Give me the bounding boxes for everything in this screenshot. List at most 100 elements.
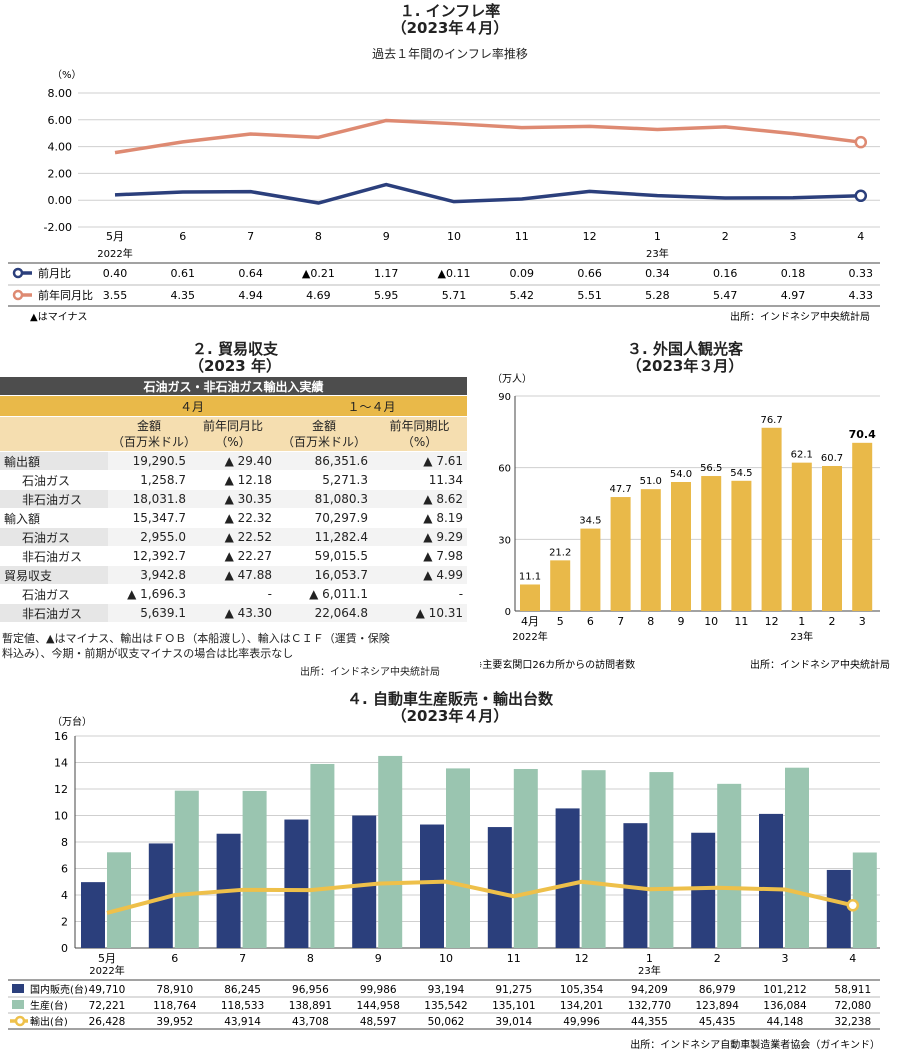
minus-note: ▲はマイナス: [30, 311, 88, 323]
table-cell: ▲ 30.35: [190, 489, 276, 509]
table-cell: 3,942.8: [108, 565, 190, 585]
table-cell: 19,290.5: [108, 451, 190, 471]
data-label: 0.18: [781, 267, 806, 280]
data-label: 0.40: [103, 267, 128, 280]
bar-production: [717, 783, 742, 948]
table-cell: 12,392.7: [108, 546, 190, 566]
year-label: 23年: [790, 630, 813, 643]
data-label: 0.64: [238, 267, 263, 280]
x-tick-label: 7: [247, 230, 254, 243]
data-label: 62.1: [791, 450, 813, 461]
bar: [640, 489, 661, 611]
data-label: 0.34: [645, 267, 670, 280]
x-tick-label: 4月: [521, 615, 539, 628]
bar-domestic: [81, 882, 105, 948]
x-tick-label: 3: [782, 952, 789, 965]
bar-production: [446, 768, 470, 948]
table-cell: ▲ 47.88: [190, 565, 276, 585]
trade-period-april: ４月: [108, 395, 276, 417]
data-label: 96,956: [292, 984, 329, 996]
end-marker: [854, 135, 868, 149]
col-amount-april: 金額 （百万米ドル）: [108, 416, 196, 452]
bar-domestic: [759, 813, 783, 948]
data-label: 21.2: [549, 547, 571, 558]
table-cell: 1,258.7: [108, 470, 190, 490]
table-row: 石油ガス ▲ 1,696.3- ▲ 6,011.1-: [0, 584, 468, 604]
data-label: 43,914: [224, 1016, 261, 1028]
row-label: 石油ガス: [0, 470, 108, 490]
bar-production: [581, 770, 606, 948]
table-row: 非石油ガス 5,639.1 ▲ 43.30 22,064.8 ▲ 10.31: [0, 603, 468, 623]
legend-label: 国内販売(台): [30, 983, 88, 996]
table-cell: 11.34: [372, 470, 468, 490]
data-label: 50,062: [428, 1016, 465, 1028]
data-label: 101,212: [763, 984, 806, 996]
table-row: 輸入額 15,347.7 ▲ 22.32 70,297.9 ▲ 8.19: [0, 508, 468, 528]
data-label: 76.7: [760, 415, 782, 426]
inflation-title: １. インフレ率 （2023年４月）: [391, 2, 509, 37]
data-label: 48,597: [360, 1016, 397, 1028]
col-yoy-april: 前年同月比 （%）: [190, 416, 276, 452]
x-tick-label: 1: [654, 230, 661, 243]
y-tick-label: 90: [498, 392, 511, 403]
series-line-export: [106, 879, 854, 915]
y-axis-unit: （%）: [52, 69, 82, 81]
x-tick-label: 12: [575, 952, 589, 965]
bar: [791, 462, 812, 611]
data-label: 123,894: [695, 1000, 739, 1012]
data-label: 132,770: [628, 1000, 671, 1012]
legend-marker: [12, 289, 24, 301]
y-tick-label: 2.00: [48, 167, 73, 180]
x-tick-label: 5月: [106, 230, 124, 243]
table-cell: 5,639.1: [108, 603, 190, 623]
y-tick-label: 0: [505, 607, 511, 618]
data-label: 54.5: [730, 468, 752, 479]
table-cell: 11,282.4: [276, 527, 372, 547]
auto-title: ４. 自動車生産販売・輸出台数 （2023年４月）: [347, 690, 553, 725]
data-label: 5.51: [577, 289, 602, 302]
table-cell: 16,053.7: [276, 565, 372, 585]
source-note: 出所：インドネシア自動車製造業者協会（ガイキンド）: [630, 1038, 880, 1051]
x-tick-label: 9: [383, 230, 390, 243]
y-axis-unit: （万人）: [492, 373, 532, 385]
table-row: 石油ガス 1,258.7 ▲ 12.18 5,271.3 11.34: [0, 470, 468, 490]
year-label: 23年: [646, 247, 669, 260]
x-tick-label: 6: [179, 230, 186, 243]
legend-label: 生産(台): [30, 999, 68, 1012]
data-label: 54.0: [670, 469, 692, 480]
x-tick-label: 9: [678, 615, 685, 628]
bar-domestic: [420, 824, 444, 948]
tourists-chart: （万人） 90 60 30 0 11.1 4月 21.2 5 34.5 6 47.7 7 51.0 8 54.…: [480, 373, 890, 671]
data-label: 5.95: [374, 289, 399, 302]
x-tick-label: 11: [734, 615, 748, 628]
table-cell: ▲ 9.29: [372, 527, 468, 547]
table-cell: ▲ 6,011.1: [276, 584, 372, 604]
x-tick-label: 7: [617, 615, 624, 628]
y-tick-label: 8: [61, 836, 68, 849]
data-label: 0.16: [713, 267, 738, 280]
table-cell: ▲ 1,696.3: [108, 584, 190, 604]
table-cell: -: [372, 584, 468, 604]
data-label: 44,355: [631, 1016, 668, 1028]
bar: [550, 560, 571, 611]
y-tick-label: 14: [54, 757, 68, 770]
table-cell: ▲ 22.27: [190, 546, 276, 566]
year-label: 2022年: [97, 247, 132, 260]
data-label: 0.61: [171, 267, 196, 280]
x-tick-label: 8: [315, 230, 322, 243]
x-tick-label: 2: [722, 230, 729, 243]
x-tick-label: 10: [447, 230, 461, 243]
table-cell: 22,064.8: [276, 603, 372, 623]
data-label: 44,148: [767, 1016, 804, 1028]
trade-source: 出所：インドネシア中央統計局: [300, 667, 440, 678]
bar-production: [310, 763, 335, 948]
x-tick-label: 10: [439, 952, 453, 965]
col-yoy-ytd: 前年同期比 （%）: [372, 416, 468, 452]
table-cell: ▲ 22.52: [190, 527, 276, 547]
legend-label: 前月比: [38, 266, 71, 280]
row-label: 非石油ガス: [0, 489, 108, 509]
data-label: 32,238: [834, 1016, 871, 1028]
y-tick-label: -2.00: [44, 221, 72, 234]
data-label: 4.33: [849, 289, 874, 302]
